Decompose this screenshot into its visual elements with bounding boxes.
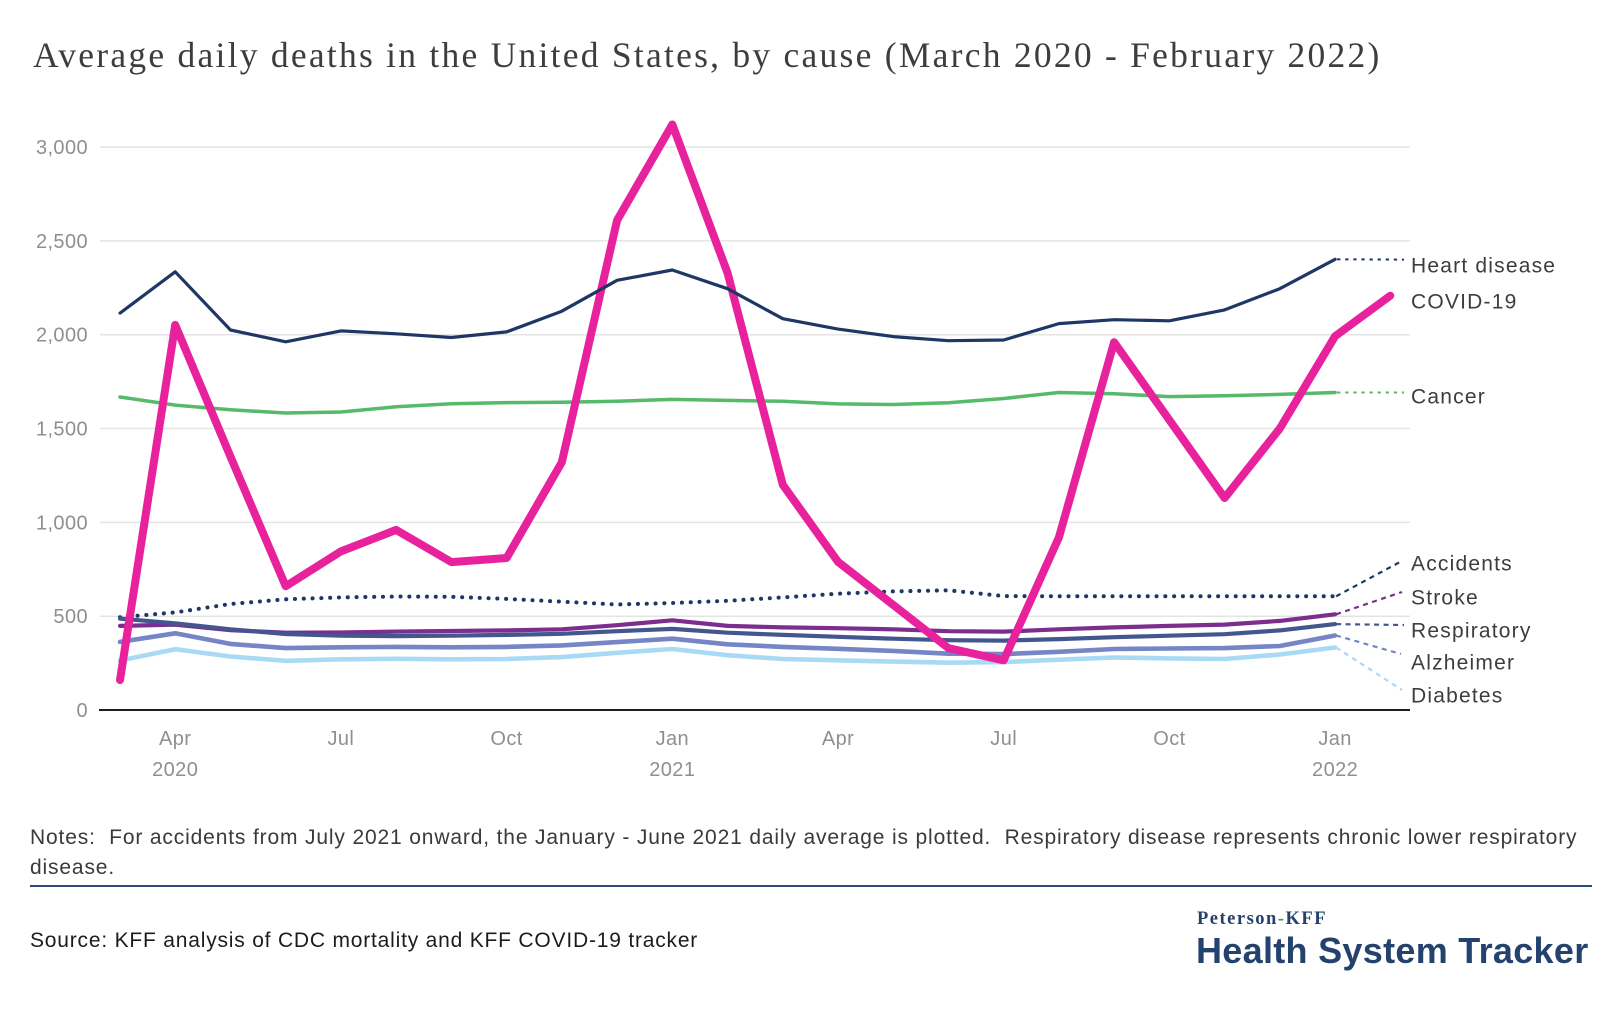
svg-text:Peterson-KFF: Peterson-KFF: [1197, 909, 1327, 929]
svg-text:2022: 2022: [1312, 759, 1358, 781]
svg-text:1,500: 1,500: [36, 419, 88, 441]
svg-text:Jan: Jan: [656, 728, 689, 750]
svg-text:COVID-19: COVID-19: [1411, 291, 1517, 314]
svg-text:Oct: Oct: [490, 728, 522, 750]
svg-text:Cancer: Cancer: [1411, 386, 1486, 409]
svg-text:2,500: 2,500: [36, 231, 88, 253]
svg-text:Health System Tracker: Health System Tracker: [1196, 930, 1589, 971]
svg-text:Notes: For accidents from Jul: Notes: For accidents from July 2021 onwa…: [30, 826, 1577, 849]
svg-text:Jul: Jul: [990, 728, 1017, 750]
svg-text:2020: 2020: [152, 759, 198, 781]
svg-text:Source: KFF analysis of CDC mo: Source: KFF analysis of CDC mortality an…: [30, 929, 698, 952]
svg-text:Alzheimer: Alzheimer: [1411, 652, 1515, 675]
svg-text:Jan: Jan: [1318, 728, 1351, 750]
svg-text:500: 500: [53, 606, 88, 628]
svg-text:2021: 2021: [649, 759, 695, 781]
svg-text:Respiratory: Respiratory: [1411, 620, 1532, 643]
svg-text:Oct: Oct: [1153, 728, 1185, 750]
svg-text:Apr: Apr: [159, 728, 191, 750]
svg-text:Average daily deaths in the Un: Average daily deaths in the United State…: [33, 35, 1382, 75]
svg-text:Stroke: Stroke: [1411, 587, 1479, 610]
svg-text:Heart disease: Heart disease: [1411, 255, 1556, 278]
svg-text:1,000: 1,000: [36, 512, 88, 534]
svg-text:Diabetes: Diabetes: [1411, 685, 1503, 708]
svg-text:3,000: 3,000: [36, 137, 88, 159]
svg-text:2,000: 2,000: [36, 325, 88, 347]
svg-text:0: 0: [76, 700, 88, 722]
svg-text:Jul: Jul: [328, 728, 355, 750]
svg-text:Apr: Apr: [822, 728, 854, 750]
svg-text:disease.: disease.: [30, 856, 115, 879]
svg-text:Accidents: Accidents: [1411, 553, 1513, 576]
